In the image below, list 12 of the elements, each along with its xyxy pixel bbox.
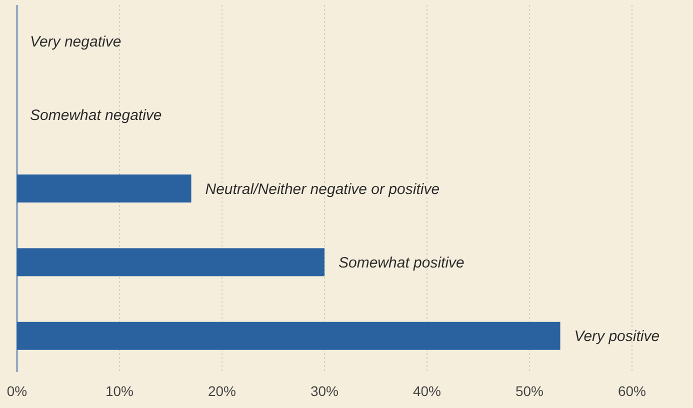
x-tick-label: 30% (310, 383, 339, 399)
x-tick-label: 50% (515, 383, 544, 399)
x-tick-label: 0% (6, 383, 28, 399)
y-tick-label: Somewhat negative (30, 107, 162, 124)
y-tick-label: Somewhat positive (338, 254, 464, 272)
x-tick-label: 40% (412, 383, 442, 399)
y-tick-label: Very negative (30, 33, 122, 50)
y-tick-label: Neutral/Neither negative or positive (205, 180, 440, 198)
y-tick-label: Very positive (574, 328, 660, 346)
x-tick-label: 10% (105, 383, 134, 399)
x-tick-label: 60% (618, 383, 646, 399)
x-tick-label: 20% (208, 383, 236, 399)
